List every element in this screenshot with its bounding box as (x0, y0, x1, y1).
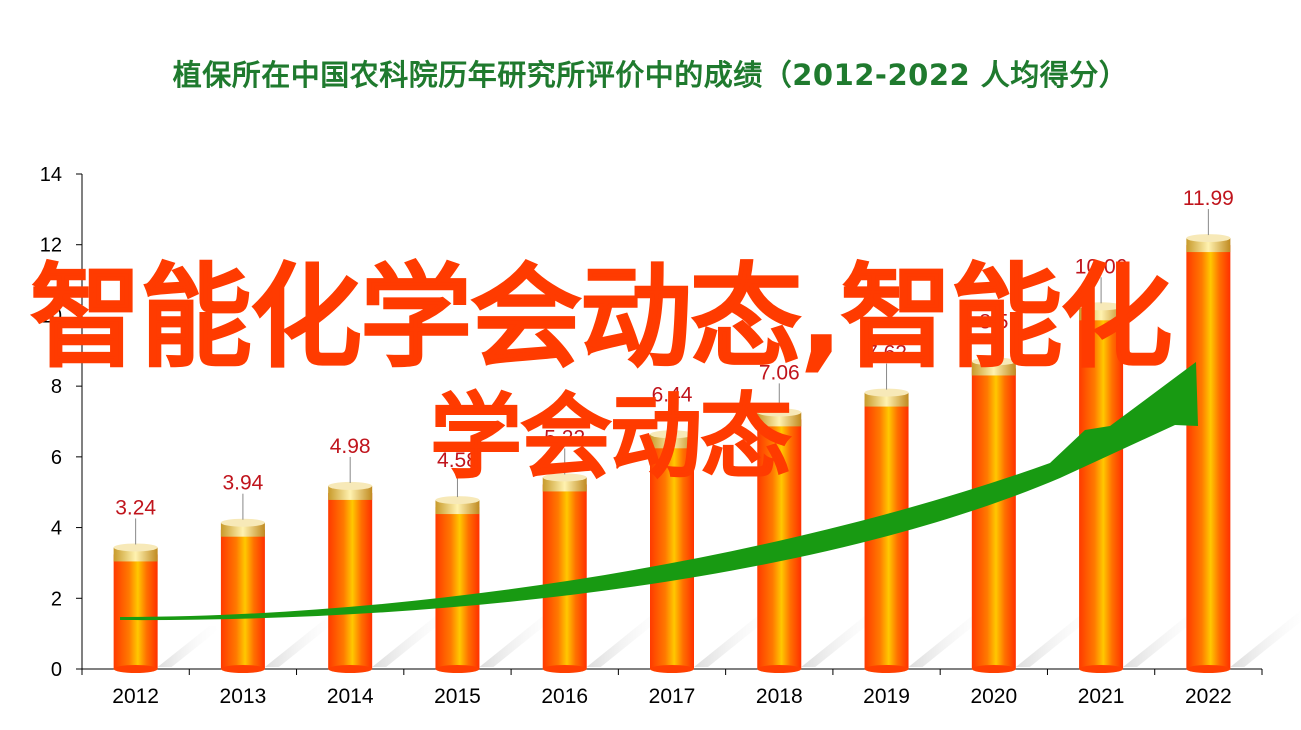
trend-arrow-shape (120, 362, 1198, 621)
bar-cap-top (435, 496, 480, 505)
bar-body (542, 484, 587, 669)
x-tick-label: 2022 (1185, 685, 1232, 708)
bar-base (220, 665, 265, 673)
bar-cap-top (220, 518, 265, 527)
trend-arrow (120, 362, 1198, 621)
bar-cap (864, 392, 909, 407)
bar-2012 (113, 543, 158, 673)
bar-cap-top (1186, 234, 1231, 243)
y-tick-label: 10 (40, 305, 62, 327)
bar-base (435, 665, 480, 673)
bar-shadow (1230, 610, 1301, 667)
data-label: 11.99 (1183, 187, 1234, 210)
bar-base (113, 665, 158, 673)
x-tick-label: 2015 (434, 685, 481, 708)
bar-body (971, 368, 1016, 669)
bar-cap-top (542, 473, 587, 482)
y-tick-label: 2 (51, 588, 62, 610)
bar-cap (542, 477, 587, 492)
bar-shadow (264, 616, 342, 667)
bar-cap (971, 361, 1016, 376)
bar-2013 (220, 518, 265, 673)
data-label: 5.22 (544, 426, 585, 449)
chart-title: 植保所在中国农科院历年研究所评价中的成绩（2012-2022 人均得分） (172, 58, 1129, 92)
x-tick-label: 2019 (863, 685, 910, 708)
bar-body (650, 441, 694, 669)
bar-2022 (1186, 234, 1231, 673)
data-label: 4.98 (330, 435, 371, 458)
bar-body (1186, 245, 1231, 669)
bar-base (1186, 665, 1231, 673)
bar-body (113, 554, 158, 669)
y-tick-label: 8 (51, 376, 62, 398)
bar-cap (1186, 238, 1231, 253)
bar-base (328, 665, 373, 673)
bar-base (1079, 665, 1124, 673)
bar-2015 (435, 496, 480, 673)
y-tick-label: 4 (51, 518, 62, 540)
bar-body (1079, 313, 1124, 669)
y-tick-label: 0 (51, 659, 62, 681)
data-label: 7.62 (866, 342, 907, 365)
bar-base (864, 665, 909, 673)
y-tick-label: 12 (40, 235, 62, 257)
bars (113, 234, 1231, 673)
bar-2020 (971, 357, 1016, 673)
data-label: 4.58 (437, 449, 478, 472)
bar-cap (757, 412, 802, 427)
bar-cap-top (757, 408, 802, 417)
x-tick-label: 2013 (220, 685, 267, 708)
bar-cap (328, 485, 373, 500)
bar-base (971, 665, 1016, 673)
x-tick-label: 2021 (1078, 685, 1125, 708)
bar-base (542, 665, 587, 673)
data-labels: 3.24 3.94 4.98 4.58 5.22 6.44 7.06 7.62 8.5 10.06… (114, 186, 1235, 545)
data-label: 6.44 (652, 383, 693, 406)
x-tick-label: 2020 (970, 685, 1017, 708)
bar-cap-top (864, 388, 909, 397)
bar-cap-top (971, 357, 1016, 366)
data-label: 3.24 (115, 496, 156, 519)
bar-body (435, 507, 480, 669)
bar-cap (1079, 306, 1124, 321)
x-tick-label: 2016 (541, 685, 588, 708)
bar-2014 (328, 481, 373, 673)
x-tick-label: 2017 (649, 685, 696, 708)
bar-2016 (542, 473, 587, 673)
x-tick-label: 2014 (327, 685, 374, 708)
y-tick-label: 14 (40, 164, 62, 186)
data-label: 10.06 (1075, 255, 1128, 278)
bar-body (220, 529, 265, 669)
bar-base (650, 665, 694, 673)
y-tick-label: 6 (51, 447, 62, 469)
x-tick-label: 2018 (756, 685, 803, 708)
bar-cap (650, 434, 694, 449)
data-label: 3.94 (222, 472, 263, 495)
bar-body (328, 492, 373, 669)
bar-cap (113, 547, 158, 562)
x-tick-label: 2012 (112, 685, 159, 708)
bar-cap-top (650, 430, 694, 439)
data-label: 7.06 (759, 361, 800, 384)
bar-shadow (157, 626, 224, 667)
bar-2017 (650, 430, 694, 673)
bar-base (757, 665, 802, 673)
bar-cap-top (328, 481, 373, 490)
bar-cap (435, 500, 480, 515)
bar-2021 (1079, 302, 1124, 673)
bar-cap (220, 522, 265, 537)
bar-cap-top (113, 543, 158, 552)
data-label: 8.5 (979, 310, 1008, 333)
bar-cap-top (1079, 302, 1124, 311)
